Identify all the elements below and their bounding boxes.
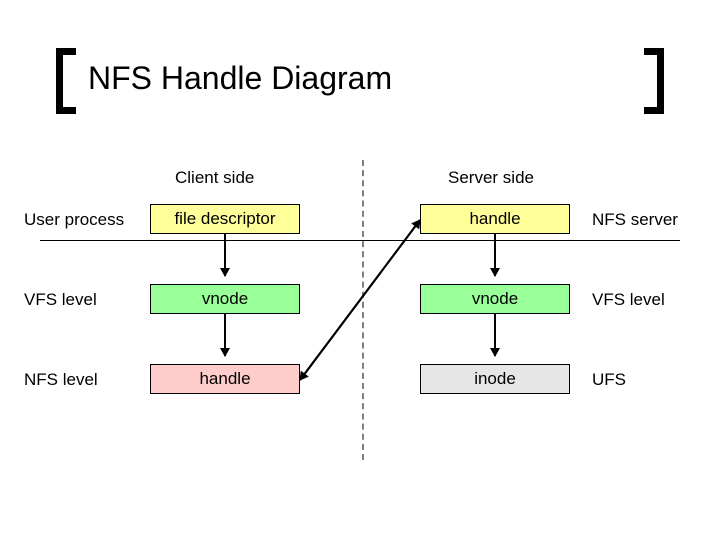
arrow-cross-server-handle-to-client-handle [299,219,421,380]
client-header: Client side [175,168,254,188]
arrow-client-1-2 [224,314,226,356]
client-server-divider [362,160,364,460]
server-box-vnode: vnode [420,284,570,314]
left-label-user-process: User process [24,210,124,230]
bracket-left-icon [56,48,76,114]
right-label-nfs-server: NFS server [592,210,678,230]
server-box-handle: handle [420,204,570,234]
client-box-handle: handle [150,364,300,394]
arrow-server-0-1 [494,234,496,276]
bracket-right-icon [644,48,664,114]
server-box-inode: inode [420,364,570,394]
arrow-server-1-2 [494,314,496,356]
client-box-vnode: vnode [150,284,300,314]
page-title: NFS Handle Diagram [88,60,392,97]
horizontal-separator [40,240,680,241]
client-box-file-descriptor: file descriptor [150,204,300,234]
left-label-nfs-level: NFS level [24,370,98,390]
left-label-vfs-level: VFS level [24,290,97,310]
server-header: Server side [448,168,534,188]
title-bar: NFS Handle Diagram [56,48,664,114]
arrow-client-0-1 [224,234,226,276]
diagram-area: Client side Server side User process VFS… [0,160,720,480]
right-label-vfs-level: VFS level [592,290,665,310]
right-label-ufs: UFS [592,370,626,390]
